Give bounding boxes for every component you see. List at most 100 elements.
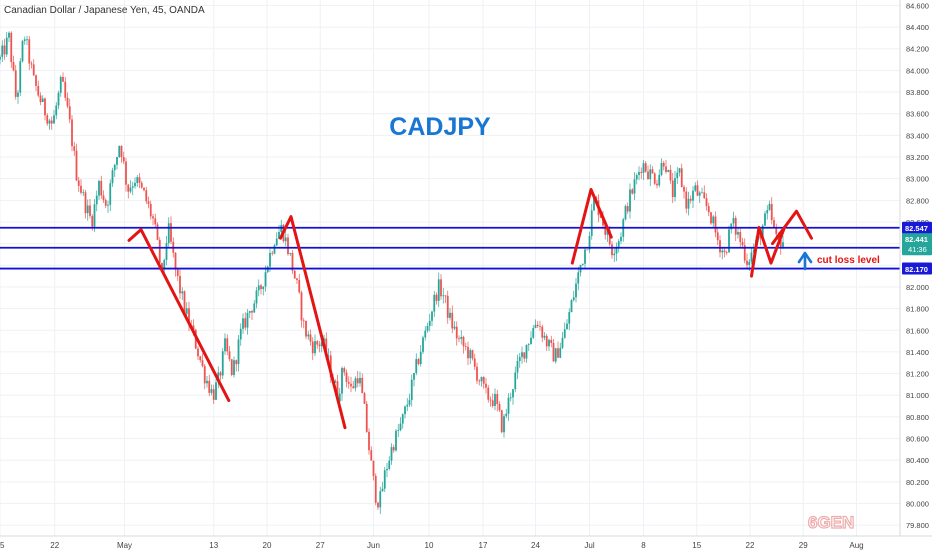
- candle: [629, 183, 631, 219]
- candle-body: [680, 168, 683, 187]
- candle-body: [568, 312, 571, 324]
- candle-body: [212, 389, 215, 400]
- candle: [125, 157, 127, 192]
- candle-body: [84, 192, 87, 214]
- candle-body: [566, 323, 568, 330]
- candle: [401, 413, 404, 429]
- candle: [725, 250, 728, 256]
- pattern-line[interactable]: [279, 215, 347, 430]
- candle: [309, 329, 312, 346]
- candle-body: [590, 210, 593, 236]
- candle-body: [298, 280, 301, 293]
- candle-body: [714, 216, 717, 233]
- candle-body: [350, 383, 352, 387]
- candle-body: [363, 393, 366, 404]
- pattern-line[interactable]: [750, 225, 786, 278]
- candle-body: [671, 180, 674, 198]
- candle-body: [8, 32, 10, 38]
- candle-body: [64, 81, 67, 98]
- candle-body: [158, 239, 161, 264]
- candle-body: [111, 170, 114, 184]
- candle-body: [752, 249, 755, 253]
- candle: [392, 444, 395, 453]
- candle-body: [41, 98, 44, 102]
- x-tick-label: 20: [263, 541, 272, 550]
- pattern-lines[interactable]: [127, 188, 813, 430]
- candle: [770, 197, 773, 225]
- candle-body: [647, 171, 649, 180]
- candle: [212, 384, 215, 405]
- candle-body: [406, 404, 409, 407]
- candle-body: [552, 343, 555, 362]
- candle: [620, 232, 622, 245]
- candle-body: [300, 292, 303, 321]
- candle-body: [593, 197, 595, 211]
- candle: [489, 396, 492, 407]
- symbol-annotation[interactable]: CADJPY: [389, 113, 491, 141]
- candle: [181, 287, 184, 301]
- pattern-line[interactable]: [570, 188, 613, 265]
- candle: [419, 345, 422, 367]
- candle: [314, 334, 316, 357]
- level-price-label: 82.170: [905, 265, 928, 274]
- candle: [32, 59, 35, 77]
- candle-body: [377, 502, 379, 508]
- candle-body: [570, 300, 573, 313]
- candle-body: [314, 341, 316, 354]
- candle-body: [575, 283, 577, 298]
- candle-body: [550, 339, 553, 344]
- candle: [354, 376, 357, 392]
- candle: [525, 344, 528, 363]
- candle-body: [147, 201, 150, 204]
- candle: [764, 210, 766, 226]
- candle-body: [59, 76, 62, 93]
- candle: [674, 170, 676, 202]
- candle-body: [613, 253, 616, 256]
- candle-body: [86, 205, 89, 214]
- candle-body: [424, 330, 427, 338]
- candle-body: [361, 377, 364, 394]
- candle-body: [35, 75, 37, 86]
- up-arrow-icon[interactable]: [797, 251, 813, 271]
- candle-body: [440, 279, 442, 297]
- candle: [584, 247, 586, 270]
- candle-body: [721, 250, 724, 253]
- candle-body: [1, 45, 4, 57]
- candle-body: [347, 381, 350, 384]
- pattern-line[interactable]: [127, 228, 231, 403]
- y-tick-label: 80.600: [906, 435, 929, 444]
- candle: [714, 211, 717, 238]
- candle: [251, 309, 253, 321]
- candle-body: [93, 204, 96, 227]
- candle-body: [617, 241, 620, 247]
- candle: [545, 333, 548, 351]
- x-tick-label: 17: [479, 541, 488, 550]
- candle-body: [174, 252, 177, 270]
- candle-body: [374, 475, 377, 503]
- candle-body: [509, 397, 512, 399]
- candle: [487, 385, 490, 403]
- cut-loss-annotation[interactable]: cut loss level: [817, 255, 880, 266]
- time-axis[interactable]: 5 22 May 13 20 27 Jun 10 17 24 Jul 8 15 22 29 Aug: [0, 541, 864, 550]
- candle-body: [599, 215, 602, 218]
- candle: [532, 325, 535, 339]
- candle: [404, 405, 406, 419]
- y-tick-label: 83.400: [906, 131, 929, 140]
- candle: [687, 191, 690, 216]
- candle: [345, 369, 348, 388]
- candle: [262, 286, 265, 296]
- candle-body: [615, 246, 618, 254]
- candle: [95, 190, 98, 212]
- candle: [147, 196, 150, 209]
- pattern-line[interactable]: [771, 209, 813, 246]
- candle: [451, 305, 454, 334]
- candle-body: [633, 179, 636, 194]
- y-tick-label: 83.600: [906, 110, 929, 119]
- grid: [0, 0, 900, 536]
- x-tick-label: Jun: [367, 541, 380, 550]
- candle-body: [451, 312, 454, 329]
- candle-body: [89, 205, 91, 217]
- candle: [615, 242, 618, 262]
- candle-body: [581, 263, 584, 265]
